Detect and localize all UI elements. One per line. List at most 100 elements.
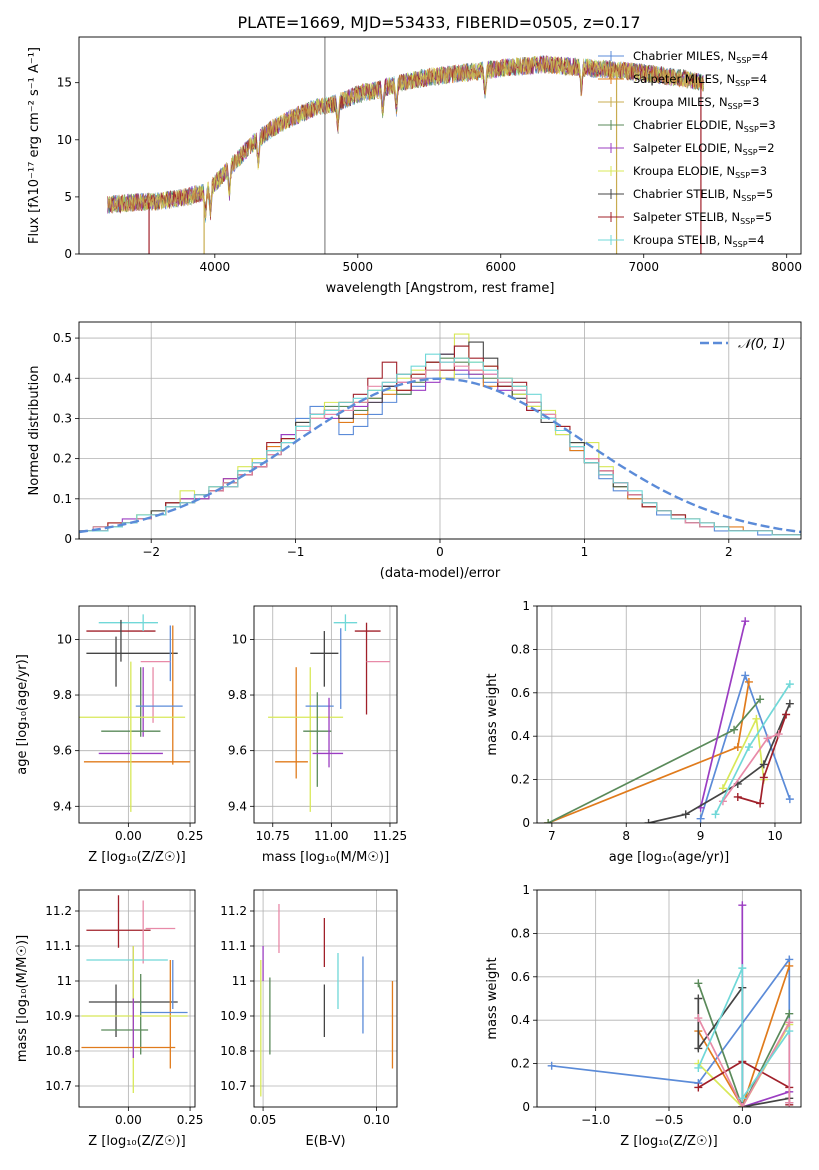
histogram-series-step [79, 353, 801, 539]
weight-series-line [699, 621, 747, 808]
weight-marker [694, 994, 703, 1003]
x-tick-label: 1 [581, 545, 589, 559]
legend-label-subscript: SSP [733, 240, 748, 249]
legend-label-tail: =3 [743, 95, 760, 109]
weight-marker [785, 680, 794, 689]
x-tick-label: 0.0 [733, 1113, 752, 1127]
x-tick-label: 11.25 [373, 829, 407, 843]
legend-label: 𝒩(0, 1) [738, 337, 785, 352]
y-tick-label: 0.6 [511, 970, 530, 984]
y-tick-label: 0 [522, 816, 530, 830]
weight-marker [733, 743, 742, 752]
weight-marker [694, 1063, 703, 1072]
weight-marker [694, 1083, 703, 1092]
legend-label-tail: =4 [750, 72, 767, 86]
y-tick-label: 9.4 [53, 799, 72, 813]
weight-series [544, 617, 794, 823]
x-tick-label: 9 [697, 829, 705, 843]
axes-frame [536, 605, 802, 824]
x-tick-label: 0.25 [177, 1113, 204, 1127]
legend-label: Kroupa ELODIE, NSSP=3 [633, 164, 767, 180]
axes-frame [253, 605, 398, 824]
spectrum-panel: 4000 5000 6000 7000 8000 0 5 10 15 wavelength [An… [27, 36, 802, 296]
y-tick-label: 10 [57, 133, 72, 147]
weight-marker [718, 784, 727, 793]
x-tick-label: −1.0 [581, 1113, 610, 1127]
axes-frame [78, 889, 196, 1108]
x-tick-label: 4000 [200, 260, 231, 274]
errorbar-point [310, 631, 339, 687]
y-tick-label: 1 [522, 599, 530, 613]
errorbar-point [354, 622, 381, 715]
x-axis-label: Z [log₁₀(Z/Z☉)] [88, 1134, 185, 1149]
y-axis-label: Flux [fλ10⁻¹⁷ erg cm⁻² s⁻¹ A⁻¹] [27, 47, 42, 244]
x-tick-label: 8 [622, 829, 630, 843]
weight-marker [759, 760, 768, 769]
y-tick-label: 9.6 [228, 744, 247, 758]
y-tick-label: 0.2 [53, 452, 72, 466]
legend-label: Salpeter ELODIE, NSSP=2 [633, 141, 775, 157]
weight-marker [774, 730, 783, 739]
axes-frame [78, 605, 196, 824]
legend-label-tail: =3 [750, 164, 767, 178]
weight-marker [733, 792, 742, 801]
y-tick-label: 0.8 [511, 642, 530, 656]
weight-marker [785, 699, 794, 708]
legend-label: Salpeter MILES, NSSP=4 [633, 72, 767, 88]
legend-label-subscript: SSP [741, 194, 756, 203]
y-tick-label: 10.8 [45, 1044, 72, 1058]
x-axis-label: mass [log₁₀(M/M☉)] [262, 850, 389, 865]
mass-weight-vs-Z-panel: −1.0 −0.5 0.0 0 0.2 0.4 0.6 0.8 1 Z [log₁₀(Z/Z☉)]… [485, 883, 802, 1149]
y-tick-label: 10.7 [220, 1079, 247, 1093]
x-axis-label: Z [log₁₀(Z/Z☉)] [88, 850, 185, 865]
x-tick-label: 7000 [628, 260, 659, 274]
residual-histogram-panel: −2 −1 0 1 2 0 0.1 0.2 0.3 0.4 0.5 (data-model)/erro… [27, 321, 802, 581]
weight-marker [756, 799, 765, 808]
weight-marker [711, 810, 720, 819]
mass-vs-EBV-panel: 0.05 0.10 10.7 10.8 10.9 11 11.1 11.2 E(B-V) [220, 889, 398, 1149]
y-tick-label: 0.3 [53, 411, 72, 425]
legend-label-subscript: SSP [743, 148, 758, 157]
x-axis-label: E(B-V) [305, 1134, 345, 1149]
x-tick-label: 0.00 [115, 1113, 142, 1127]
legend-label-subscript: SSP [728, 102, 743, 111]
errorbar-point [303, 692, 332, 787]
y-tick-label: 9.6 [53, 744, 72, 758]
y-tick-label: 5 [64, 190, 72, 204]
weight-series-line [697, 983, 791, 1107]
errorbar-points [268, 614, 390, 812]
y-tick-label: 0.6 [511, 686, 530, 700]
x-tick-label: 0.00 [115, 829, 142, 843]
axes-frame [253, 889, 398, 1108]
x-tick-label: 6000 [485, 260, 516, 274]
y-tick-label: 0.5 [53, 331, 72, 345]
legend-label: Kroupa MILES, NSSP=3 [633, 95, 759, 111]
legend-label-text: Salpeter ELODIE, N [633, 141, 743, 155]
legend-label-subscript: SSP [735, 79, 750, 88]
weight-marker [694, 979, 703, 988]
legend-label-text: Chabrier MILES, N [633, 49, 736, 63]
y-tick-label: 11.2 [45, 904, 72, 918]
x-tick-label: 0.10 [363, 1113, 390, 1127]
weight-series-line [697, 967, 790, 1102]
weight-series [547, 901, 794, 1107]
y-tick-label: 0.1 [53, 492, 72, 506]
histogram-steps [79, 333, 801, 539]
x-tick-label: 11.00 [314, 829, 348, 843]
weight-marker [741, 617, 750, 626]
legend-label-tail: =2 [758, 141, 775, 155]
y-tick-label: 0 [64, 532, 72, 546]
weight-marker [744, 743, 753, 752]
x-tick-label: 7 [548, 829, 556, 843]
weight-marker [544, 819, 553, 823]
y-axis-label: Normed distribution [27, 366, 42, 496]
legend-label-tail: =3 [759, 118, 776, 132]
y-tick-label: 1 [522, 883, 530, 897]
legend-label-tail: =4 [748, 233, 765, 247]
legend-label: Salpeter STELIB, NSSP=5 [633, 210, 772, 226]
weight-marker [785, 1018, 794, 1027]
x-tick-label: −2 [142, 545, 160, 559]
y-axis-label: mass [log₁₀(M/M☉)] [15, 935, 30, 1062]
y-tick-label: 10.8 [220, 1044, 247, 1058]
